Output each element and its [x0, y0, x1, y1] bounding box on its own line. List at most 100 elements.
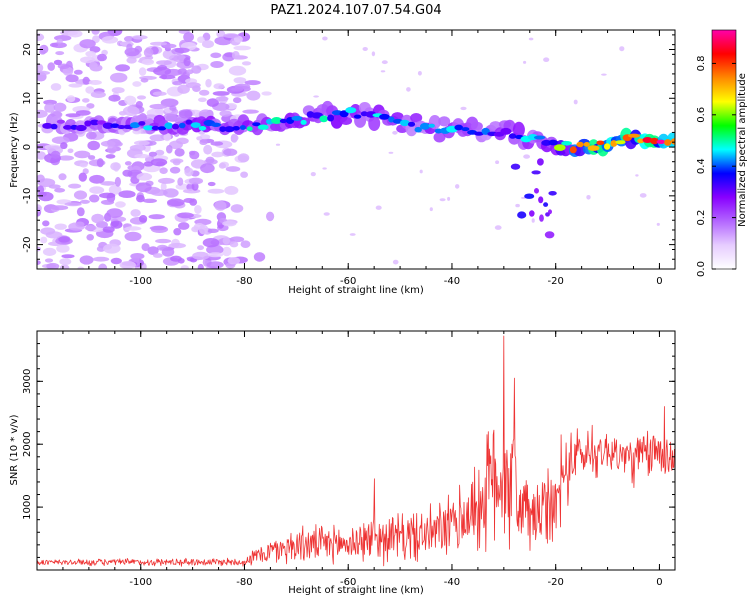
spectrogram-noise-blob [108, 94, 121, 102]
spectrogram-noise-blob [57, 63, 70, 70]
spectrogram-noise-blob [177, 212, 194, 219]
spectrogram-noise-blob [230, 204, 244, 213]
spectrogram-ridge-core [291, 115, 303, 121]
spectrogram-noise-blob [172, 81, 183, 86]
spectrogram-noise-blob [114, 176, 121, 187]
spectrogram-noise-blob [124, 161, 132, 166]
spectrogram-noise-blob [392, 259, 399, 265]
spectrogram-ridge-core [428, 123, 435, 128]
colorbar-tick-label: 0.6 [696, 107, 707, 123]
spectrogram-noise-blob [429, 207, 433, 212]
spectrogram-noise-blob [64, 202, 82, 207]
spectrogram-noise-blob [586, 195, 591, 200]
spectrogram-noise-blob [211, 151, 224, 158]
spectrogram-noise-blob [189, 150, 200, 160]
spectrogram-noise-blob [362, 47, 368, 51]
spectrogram-noise-blob [79, 162, 88, 168]
spectrogram-noise-blob [92, 256, 110, 262]
spectrogram-noise-blob [91, 30, 100, 35]
spectrogram-ridge-core [533, 135, 546, 140]
spectrogram-ridge-core [224, 126, 235, 133]
spectrogram-ridge-core [130, 122, 140, 129]
spectrogram-noise-blob [225, 166, 241, 172]
x-tick-label: -100 [129, 276, 152, 287]
spectrogram-noise-blob [59, 258, 72, 266]
spectrogram-noise-blob [159, 75, 176, 80]
spectrogram-noise-blob [205, 156, 215, 164]
x-tick-label: -40 [444, 577, 460, 588]
x-tick-label: -80 [236, 276, 252, 287]
spectrogram-noise-blob [178, 110, 192, 119]
spectrogram-noise-blob [207, 188, 225, 194]
spectrogram-noise-blob [53, 59, 63, 66]
snr-plot-area [37, 335, 675, 567]
spectrogram-noise-blob [176, 137, 189, 145]
spectrogram-noise-blob [447, 196, 451, 201]
spectrogram-ridge-core [239, 125, 246, 130]
spectrogram-noise-blob [44, 103, 56, 113]
spectrogram-noise-blob [381, 60, 388, 65]
spectrogram-noise-blob [111, 87, 125, 94]
colorbar-tick-label: 0.0 [696, 261, 707, 277]
spectrogram-noise-blob [132, 81, 142, 87]
x-tick-label: 0 [656, 276, 662, 287]
spectrogram-noise-blob [223, 148, 238, 156]
spectrogram-noise-blob [157, 64, 168, 71]
spectrogram-noise-blob [149, 134, 167, 142]
spectrogram-noise-blob [100, 199, 115, 205]
y-tick-label: 2000 [22, 431, 33, 456]
spectrogram-noise-blob [75, 110, 91, 116]
spectrogram-noise-blob [68, 183, 82, 189]
spectrogram-ridge-core [42, 122, 53, 129]
spectrogram-ridge-core [554, 144, 566, 152]
spectrogram-noise-blob [528, 37, 534, 41]
spectrogram-noise-blob [150, 158, 168, 167]
spectrogram-ridge-core [102, 122, 114, 129]
spectrogram-ridge-core [178, 122, 186, 129]
spectrogram-noise-blob [37, 174, 45, 183]
spectrogram-noise-blob [231, 87, 244, 92]
spectrogram-noise-blob [163, 43, 177, 49]
spectrogram-noise-blob [222, 220, 237, 227]
spectrogram-noise-blob [54, 35, 72, 41]
spectrogram-noise-blob [656, 222, 660, 226]
spectrogram-noise-blob [173, 54, 187, 63]
spectrogram-noise-blob [169, 166, 181, 174]
spectrogram-noise-blob [143, 161, 154, 167]
spectrogram-frame [36, 29, 676, 270]
spectrogram-noise-blob [439, 198, 446, 202]
spectrogram-ridge-core [50, 123, 58, 130]
spectrogram-noise-blob [66, 95, 76, 103]
spectrogram-noise-blob [200, 163, 215, 174]
spectrogram-plot-area [37, 30, 675, 269]
y-tick-label: 3000 [22, 369, 33, 394]
spectrogram-x-axis-label: Height of straight line (km) [288, 285, 424, 296]
spectrogram-ridge-core [319, 115, 329, 123]
spectrogram-noise-blob [210, 141, 224, 146]
spectrogram-noise-blob [75, 221, 85, 228]
spectrogram-noise-blob [98, 263, 108, 269]
spectrogram-noise-blob [310, 172, 316, 177]
spectrogram-spur-blob [510, 163, 521, 170]
spectrogram-noise-blob [160, 182, 167, 192]
spectrogram-noise-blob [205, 78, 212, 88]
spectrogram-noise-blob [222, 236, 230, 245]
spectrogram-noise-blob [73, 69, 83, 75]
spectrogram-noise-blob [42, 220, 50, 227]
spectrogram-ridge-core [246, 126, 253, 131]
spectrogram-noise-blob [322, 36, 328, 41]
spectrogram-noise-blob [494, 225, 502, 230]
spectrogram-noise-blob [213, 83, 225, 90]
spectrogram-ridge-core [89, 119, 100, 126]
spectrogram-noise-blob [131, 35, 148, 40]
spectrogram-noise-blob [134, 140, 150, 146]
x-tick-label: -60 [340, 577, 356, 588]
spectrogram-spur-blob [548, 209, 552, 215]
spectrogram-noise-blob [86, 234, 94, 241]
spectrogram-noise-blob [229, 241, 239, 248]
spectrogram-ridge-core [379, 113, 390, 120]
spectrogram-noise-blob [141, 59, 154, 66]
spectrogram-noise-blob [51, 136, 70, 144]
spectrogram-noise-blob [54, 188, 66, 193]
spectrogram-noise-blob [241, 61, 252, 66]
